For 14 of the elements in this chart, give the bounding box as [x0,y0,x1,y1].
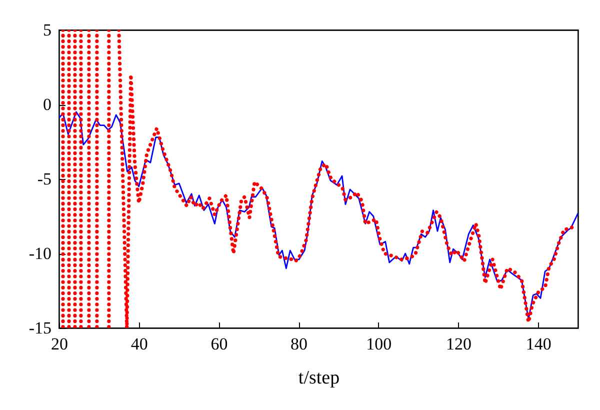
x-tick-label: 120 [446,334,472,354]
y-tick-label: 5 [43,20,52,40]
x-tick-label: 80 [290,334,308,354]
x-tick-label: 20 [51,334,68,354]
x-axis-title: t/step [298,368,340,388]
y-tick-label: -5 [37,170,52,188]
y-tick-label: 0 [43,95,52,114]
line-series [59,111,578,320]
x-tick-label: 100 [366,334,392,354]
x-tick-label: 40 [130,334,148,354]
x-tick-label: 140 [526,334,552,354]
y-tick-label: -15 [28,318,52,338]
y-tick-label: -10 [28,244,52,263]
x-tick-label: 60 [210,334,228,354]
